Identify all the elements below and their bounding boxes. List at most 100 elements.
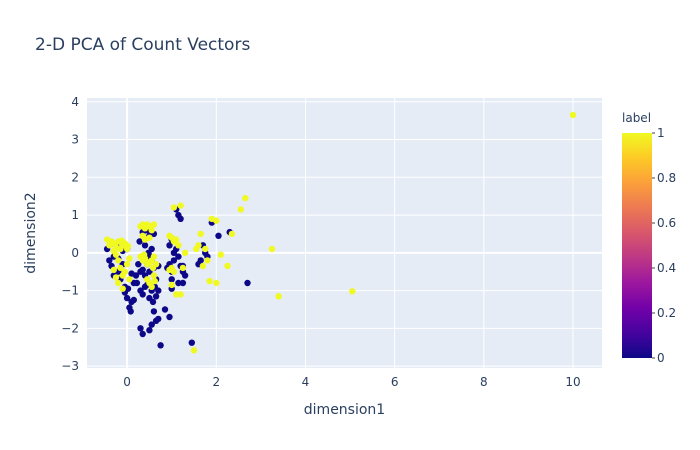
point-label-0[interactable]	[155, 315, 162, 323]
point-label-0[interactable]	[168, 276, 175, 283]
y-tick-label: −1	[61, 284, 79, 298]
point-label-0[interactable]	[177, 215, 184, 222]
point-label-1[interactable]	[213, 217, 220, 224]
point-label-1[interactable]	[217, 251, 224, 258]
point-label-1[interactable]	[268, 245, 276, 253]
point-label-1[interactable]	[179, 264, 187, 272]
point-label-0[interactable]	[137, 325, 144, 332]
colorbar-tick-label: 0.8	[657, 171, 676, 185]
y-tick-label: −3	[61, 359, 79, 373]
x-axis-ticks: 0 2 4 6 8 10	[123, 375, 580, 389]
point-label-1[interactable]	[168, 281, 175, 289]
point-label-0[interactable]	[139, 330, 146, 338]
point-label-0[interactable]	[148, 321, 155, 328]
point-label-0[interactable]	[146, 327, 153, 334]
point-label-0[interactable]	[188, 339, 195, 346]
point-label-1[interactable]	[569, 111, 577, 119]
point-label-1[interactable]	[206, 277, 213, 285]
x-tick-label: 0	[123, 375, 131, 389]
y-tick-label: 3	[71, 133, 79, 147]
point-label-0[interactable]	[150, 308, 158, 315]
point-label-0[interactable]	[130, 296, 137, 304]
point-label-1[interactable]	[110, 266, 118, 273]
point-label-1[interactable]	[177, 202, 184, 209]
point-label-1[interactable]	[181, 249, 189, 256]
point-label-1[interactable]	[148, 283, 155, 290]
point-label-1[interactable]	[112, 274, 120, 281]
point-label-1[interactable]	[149, 264, 157, 272]
point-label-1[interactable]	[199, 262, 207, 270]
point-label-0[interactable]	[170, 257, 178, 264]
point-label-1[interactable]	[140, 251, 148, 258]
y-axis-ticks: −3 −2 −1 0 1 2 3 4	[61, 95, 79, 373]
point-label-1[interactable]	[148, 227, 155, 234]
point-label-1[interactable]	[242, 194, 249, 202]
point-label-1[interactable]	[112, 251, 120, 258]
point-label-0[interactable]	[161, 306, 169, 313]
point-label-1[interactable]	[115, 257, 122, 264]
point-label-1[interactable]	[237, 206, 244, 213]
plot-area[interactable]	[87, 98, 602, 368]
point-label-1[interactable]	[190, 347, 198, 354]
point-label-1[interactable]	[115, 279, 122, 287]
point-label-1[interactable]	[224, 262, 231, 270]
point-label-0[interactable]	[123, 294, 131, 302]
point-label-1[interactable]	[173, 236, 180, 243]
point-label-0[interactable]	[135, 261, 142, 268]
point-label-1[interactable]	[126, 276, 133, 283]
point-label-0[interactable]	[157, 342, 164, 349]
point-label-0[interactable]	[175, 279, 182, 287]
point-label-0[interactable]	[139, 266, 146, 273]
point-label-0[interactable]	[166, 313, 173, 321]
point-label-1[interactable]	[151, 277, 158, 285]
colorbar-tick-label: 0.6	[657, 216, 676, 230]
point-label-1[interactable]	[126, 255, 133, 262]
point-label-0[interactable]	[106, 257, 113, 264]
colorbar-title: label	[622, 111, 651, 125]
point-label-1[interactable]	[123, 261, 131, 268]
grid-lines	[87, 98, 602, 368]
point-label-1[interactable]	[202, 245, 209, 253]
point-label-1[interactable]	[150, 221, 158, 228]
point-label-1[interactable]	[195, 242, 202, 249]
point-label-0[interactable]	[139, 291, 146, 298]
point-label-0[interactable]	[197, 257, 204, 264]
point-label-1[interactable]	[124, 242, 132, 250]
point-label-0[interactable]	[136, 238, 143, 245]
point-label-1[interactable]	[177, 291, 184, 298]
point-label-1[interactable]	[204, 257, 211, 264]
x-tick-label: 2	[212, 375, 220, 389]
point-label-0[interactable]	[179, 279, 187, 287]
point-label-1[interactable]	[228, 230, 236, 238]
point-label-1[interactable]	[175, 242, 182, 249]
point-label-1[interactable]	[119, 285, 126, 292]
point-label-0[interactable]	[166, 242, 173, 249]
point-label-1[interactable]	[213, 279, 220, 287]
point-label-1[interactable]	[349, 288, 356, 295]
point-label-0[interactable]	[152, 293, 160, 300]
point-label-1[interactable]	[275, 293, 282, 300]
point-label-1[interactable]	[170, 204, 178, 211]
point-label-1[interactable]	[150, 253, 158, 260]
point-label-1[interactable]	[146, 234, 153, 241]
point-label-0[interactable]	[155, 287, 162, 294]
point-label-0[interactable]	[149, 298, 157, 306]
point-label-0[interactable]	[175, 253, 182, 260]
point-label-0[interactable]	[133, 279, 141, 287]
point-label-1[interactable]	[173, 291, 180, 298]
point-label-1[interactable]	[170, 268, 178, 275]
point-label-1[interactable]	[150, 272, 158, 279]
point-label-1[interactable]	[121, 268, 129, 275]
point-label-0[interactable]	[215, 232, 222, 239]
point-label-1[interactable]	[117, 264, 124, 272]
point-label-0[interactable]	[127, 308, 134, 315]
point-label-0[interactable]	[124, 285, 132, 292]
point-label-0[interactable]	[244, 279, 251, 287]
point-label-0[interactable]	[170, 249, 178, 256]
point-label-0[interactable]	[141, 283, 149, 290]
point-label-0[interactable]	[128, 270, 135, 277]
point-label-1[interactable]	[118, 237, 126, 244]
point-label-1[interactable]	[197, 230, 204, 238]
point-label-0[interactable]	[141, 242, 149, 249]
point-label-0[interactable]	[181, 272, 189, 279]
